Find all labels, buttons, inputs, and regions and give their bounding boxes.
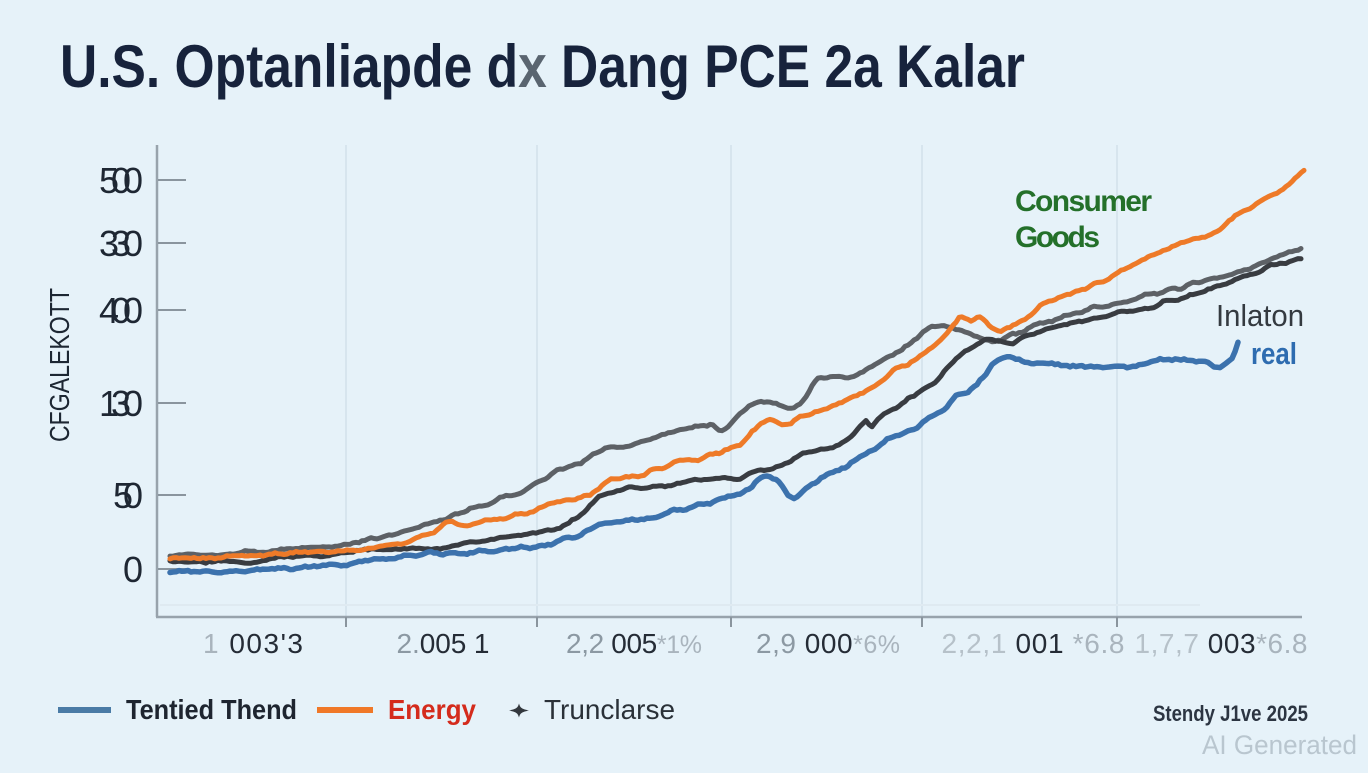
svg-text:real: real: [1251, 336, 1297, 371]
svg-text:2,9 000*6%: 2,9 000*6%: [756, 628, 900, 659]
svg-text:Trunclarse: Trunclarse: [544, 694, 675, 725]
svg-text:Consumer: Consumer: [1015, 185, 1152, 218]
svg-text:0: 0: [123, 549, 143, 590]
svg-text:Energy: Energy: [388, 694, 476, 725]
svg-text:400: 400: [99, 290, 143, 331]
svg-text:500: 500: [99, 160, 143, 201]
svg-text:CFGALEKOTT: CFGALEKOTT: [44, 288, 75, 442]
svg-text:330: 330: [99, 223, 143, 264]
svg-text:50: 50: [113, 475, 143, 516]
svg-text:1,7,7 003*6.8: 1,7,7 003*6.8: [1135, 628, 1308, 659]
svg-text:2,2,1 001 *6.8: 2,2,1 001 *6.8: [942, 628, 1125, 659]
svg-text:Stendy J1ve 2025: Stendy J1ve 2025: [1153, 701, 1308, 726]
svg-text:130: 130: [99, 383, 143, 424]
svg-text:2,2 005*1%: 2,2 005*1%: [566, 628, 702, 659]
svg-text:Goods: Goods: [1015, 221, 1100, 254]
svg-text:2.005 1: 2.005 1: [397, 628, 490, 659]
svg-text:Tentied Thend: Tentied Thend: [126, 694, 297, 725]
svg-text:U.S. Optanliapde dx Dang PCE 2: U.S. Optanliapde dx Dang PCE 2a Kalar: [60, 33, 1025, 100]
svg-text:Inlaton: Inlaton: [1216, 298, 1304, 333]
svg-text:AI Generated: AI Generated: [1202, 730, 1357, 760]
svg-text:1 003'3: 1 003'3: [203, 628, 303, 659]
